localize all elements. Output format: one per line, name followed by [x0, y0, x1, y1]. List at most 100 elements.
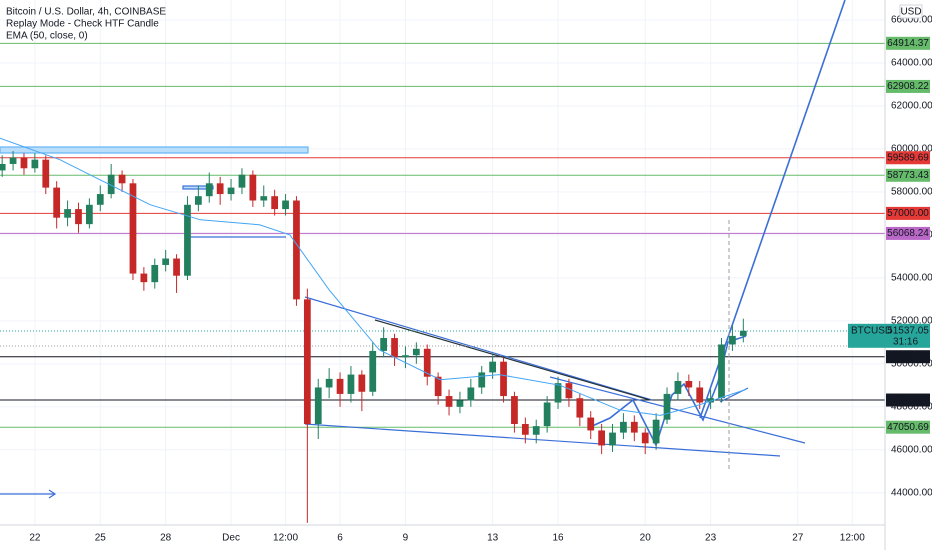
- candle-body: [587, 417, 595, 431]
- candle-body: [434, 376, 442, 397]
- y-tick-label: 66000.00: [891, 15, 932, 26]
- candle-body: [532, 426, 540, 435]
- candle-body: [20, 157, 28, 169]
- level-label: 47050.69: [887, 422, 929, 433]
- candle-body: [576, 398, 584, 418]
- grid: [0, 0, 885, 525]
- arrow-head: [48, 489, 57, 499]
- trendline: [304, 423, 781, 457]
- level-label: 57000.00: [887, 208, 929, 219]
- candle-body: [707, 398, 714, 403]
- candle-body: [598, 430, 606, 446]
- candle-body: [107, 174, 115, 195]
- candle-body: [162, 258, 170, 265]
- x-tick-label: 25: [95, 533, 107, 544]
- levels: [0, 42, 885, 428]
- candle-body: [489, 361, 497, 373]
- level-tag: [886, 420, 930, 434]
- candle-body: [641, 432, 649, 444]
- candle-body: [652, 419, 660, 444]
- level-label: 48315.17: [887, 395, 929, 406]
- candle-body: [64, 209, 71, 218]
- candle-body: [412, 348, 420, 356]
- x-tick-label: 22: [29, 533, 41, 544]
- candle-body: [423, 348, 431, 377]
- level-tag: [886, 226, 930, 240]
- candle-body: [685, 381, 693, 388]
- x-tick-label: 12:00: [840, 533, 865, 544]
- x-tick-label: 23: [705, 533, 717, 544]
- level-label: 64914.37: [887, 38, 929, 49]
- candle-body: [391, 338, 398, 358]
- candle-body: [554, 383, 562, 403]
- candle-body: [696, 387, 704, 403]
- candle-body: [543, 402, 551, 427]
- candle-body: [358, 374, 366, 392]
- candle-body: [31, 159, 39, 169]
- candle-body: [53, 187, 61, 218]
- x-tick-label: 20: [640, 533, 652, 544]
- candle-body: [565, 383, 573, 399]
- candle-body: [249, 174, 257, 201]
- candle-body: [293, 200, 300, 300]
- candle-body: [630, 421, 638, 433]
- level-tag: [886, 206, 930, 220]
- y-tick-label: 54000.00: [891, 273, 932, 284]
- x-tick-label: 16: [552, 533, 564, 544]
- currency-box[interactable]: [899, 4, 923, 19]
- candle-body: [314, 387, 322, 424]
- plot: [0, 137, 747, 523]
- zone: [0, 146, 309, 154]
- y-tick-label: 48000.00: [891, 401, 932, 412]
- candle-body: [467, 387, 475, 401]
- candle-body: [511, 396, 518, 424]
- level-tag: [886, 79, 930, 93]
- x-tick-label: 27: [792, 533, 804, 544]
- candle-body: [402, 355, 409, 358]
- candle-body: [118, 174, 126, 184]
- x-tick-label: 9: [403, 533, 409, 544]
- level-label: 56068.24: [887, 228, 929, 239]
- axes: 44000.00 46000.00 48000.00 50000.00 52000.00…: [29, 15, 932, 544]
- subtitle: Replay Mode - Check HTF Candle: [6, 19, 159, 30]
- level-tag: [886, 393, 930, 407]
- candle-body: [500, 361, 507, 397]
- y-tick-label: 60000.00: [891, 144, 932, 155]
- candle-body: [663, 393, 671, 420]
- candle-body: [282, 200, 289, 210]
- candle-body: [445, 396, 453, 407]
- candle-body: [718, 344, 725, 399]
- candle-body: [9, 157, 17, 164]
- y-tick-label: 52000.00: [891, 315, 932, 326]
- level-tag: [886, 350, 930, 364]
- candle-body: [380, 338, 388, 351]
- candle-body: [173, 258, 180, 276]
- y-tick-label: 58000.00: [891, 187, 932, 198]
- candle-body: [42, 159, 50, 188]
- level-tag: [886, 151, 930, 165]
- level-label: 62908.22: [887, 81, 929, 92]
- candle-body: [216, 183, 224, 195]
- candle-body: [85, 204, 93, 225]
- y-tick-label: 44000.00: [891, 487, 932, 498]
- level-label: 59589.69: [887, 152, 929, 163]
- candle-body: [347, 374, 355, 394]
- candle-body: [184, 204, 191, 276]
- candle-body: [194, 196, 202, 205]
- trendline: [549, 376, 806, 444]
- candle-body: [140, 273, 148, 283]
- last-price: 51537.05: [887, 325, 929, 336]
- candle-body: [739, 330, 747, 336]
- candle-body: [456, 400, 464, 407]
- level-tag: [886, 168, 930, 182]
- currency[interactable]: USD: [900, 7, 921, 18]
- level-tag: [886, 36, 930, 50]
- candle-body: [260, 196, 268, 201]
- candle-body: [674, 381, 682, 394]
- x-tick-label: 6: [337, 533, 343, 544]
- candle-body: [729, 335, 736, 345]
- candle-body: [271, 196, 279, 210]
- candle-body: [96, 194, 104, 205]
